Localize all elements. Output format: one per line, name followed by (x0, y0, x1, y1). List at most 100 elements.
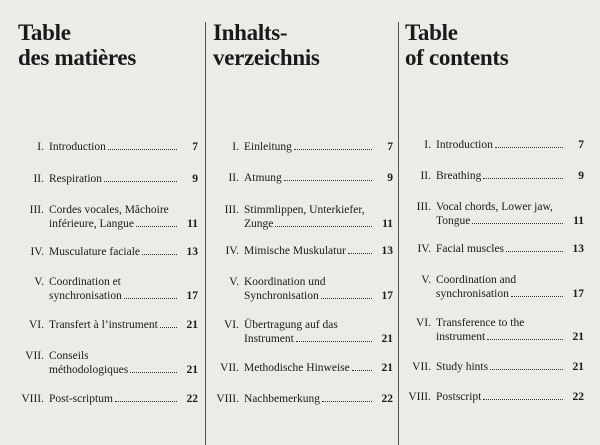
title-line: Table (18, 20, 71, 45)
entry-body: Coordination et synchronisation 17 (49, 276, 198, 303)
toc-entry: VI. Übertragung auf das Instrument 21 (207, 319, 393, 346)
entry-line: Post-scriptum 22 (49, 393, 198, 407)
chapter-numeral: III. (224, 204, 239, 216)
entry-line: Coordination and (436, 274, 584, 288)
page-number: 13 (186, 246, 199, 258)
dot-leader (293, 149, 372, 150)
entry-line: Tongue 11 (436, 215, 584, 229)
dot-leader (130, 371, 177, 373)
entry-line: Übertragung auf das (244, 319, 393, 333)
entry-body: Coordination and synchronisation 17 (436, 274, 584, 301)
toc-entry: VI. Transference to the instrument 21 (399, 317, 584, 344)
toc-entry: I. Introduction 7 (12, 141, 198, 155)
entry-line: Breathing 9 (436, 170, 584, 184)
entry-body: Mimische Muskulatur 13 (244, 245, 393, 259)
chapter-title: Methodische Hinweise (244, 362, 350, 374)
page-number: 7 (387, 141, 393, 153)
toc-entry: V. Koordination und Synchronisation 17 (207, 276, 393, 303)
entry-line: Cordes vocales, Mâchoire (49, 204, 198, 218)
page-number: 7 (192, 141, 198, 153)
entry-line: Atmung 9 (244, 172, 393, 186)
entry-line: Conseils (49, 350, 198, 364)
entry-line: Study hints 21 (436, 361, 584, 375)
entry-body: Introduction 7 (49, 141, 198, 155)
toc-entry: VII. Conseils méthodologiques 21 (12, 350, 198, 377)
chapter-title: Transfert à l’instrument (49, 319, 158, 331)
entry-body: Facial muscles 13 (436, 243, 584, 257)
entry-body: Study hints 21 (436, 361, 584, 375)
chapter-numeral: VII. (412, 361, 431, 373)
entry-line: Mimische Muskulatur 13 (244, 245, 393, 259)
dot-leader (107, 149, 177, 150)
chapter-title: Zunge (244, 217, 274, 230)
chapter-title: Breathing (436, 170, 482, 182)
entry-body: Nachbemerkung 22 (244, 393, 393, 407)
dot-leader (123, 297, 177, 299)
title-line: of contents (405, 45, 509, 70)
page-number: 21 (381, 362, 394, 374)
chapter-title: Synchronisation (244, 289, 319, 302)
page-number: 9 (387, 172, 393, 184)
chapter-numeral: VIII. (408, 391, 431, 403)
entry-body: Koordination und Synchronisation 17 (244, 276, 393, 303)
toc-entry: III. Vocal chords, Lower jaw, Tongue 11 (399, 201, 584, 228)
dot-leader (351, 370, 372, 371)
entry-line: Introduction 7 (436, 139, 584, 153)
toc-entry: II. Breathing 9 (399, 170, 584, 184)
page-number: 22 (572, 391, 585, 403)
chapter-numeral: VIII. (216, 393, 239, 405)
dot-leader (510, 295, 563, 297)
chapter-numeral: VII. (25, 350, 44, 362)
entry-line: synchronisation 17 (49, 290, 198, 304)
chapter-title: Einleitung (244, 141, 292, 153)
entry-line: Koordination und (244, 276, 393, 290)
page-number: 21 (572, 361, 585, 373)
toc-entry: VII. Study hints 21 (399, 361, 584, 375)
chapter-title: Stimmlippen, Unterkiefer, (244, 204, 365, 216)
chapter-numeral: V. (34, 276, 44, 288)
entry-body: Cordes vocales, Mâchoire inférieure, Lang… (49, 204, 198, 231)
toc-entry: III. Stimmlippen, Unterkiefer, Zunge 11 (207, 204, 393, 231)
dot-leader (472, 222, 563, 224)
dot-leader (295, 340, 372, 342)
chapter-title: Mimische Muskulatur (244, 245, 346, 257)
entry-line: Methodische Hinweise 21 (244, 362, 393, 376)
chapter-numeral: I. (424, 139, 431, 151)
dot-leader (114, 401, 177, 402)
entry-body: Conseils méthodologiques 21 (49, 350, 198, 377)
dot-leader (320, 297, 372, 299)
toc-entry: V. Coordination et synchronisation 17 (12, 276, 198, 303)
chapter-numeral: II. (420, 170, 431, 182)
entry-line: instrument 21 (436, 331, 584, 345)
entry-body: Transfert à l’instrument 21 (49, 319, 198, 333)
chapter-title: Postscript (436, 391, 482, 403)
chapter-title: Musculature faciale (49, 246, 140, 258)
dot-leader (275, 225, 372, 227)
entry-body: Atmung 9 (244, 172, 393, 186)
entry-line: Nachbemerkung 22 (244, 393, 393, 407)
chapter-title: synchronisation (49, 289, 122, 302)
chapter-title: Conseils (49, 350, 89, 362)
chapter-numeral: IV. (30, 246, 44, 258)
chapter-numeral: VI. (415, 317, 431, 329)
entry-body: Vocal chords, Lower jaw, Tongue 11 (436, 201, 584, 228)
entry-body: Stimmlippen, Unterkiefer, Zunge 11 (244, 204, 393, 231)
entry-line: Postscript 22 (436, 391, 584, 405)
dot-leader (142, 254, 177, 255)
chapter-title: Introduction (436, 139, 493, 151)
toc-title-french: Table des matières (18, 20, 136, 70)
entry-body: Musculature faciale 13 (49, 246, 198, 260)
toc-entry: VIII. Nachbemerkung 22 (207, 393, 393, 407)
entry-line: Stimmlippen, Unterkiefer, (244, 204, 393, 218)
entry-line: Synchronisation 17 (244, 290, 393, 304)
entry-body: Transference to the instrument 21 (436, 317, 584, 344)
page-number: 17 (186, 289, 199, 302)
page-number: 13 (381, 245, 394, 257)
dot-leader (487, 338, 563, 340)
toc-entry: II. Respiration 9 (12, 173, 198, 187)
chapter-numeral: VI. (28, 319, 44, 331)
entry-line: méthodologiques 21 (49, 364, 198, 378)
chapter-title: méthodologiques (49, 363, 129, 376)
title-line: Inhalts- (213, 20, 288, 45)
page-number: 11 (573, 214, 584, 227)
